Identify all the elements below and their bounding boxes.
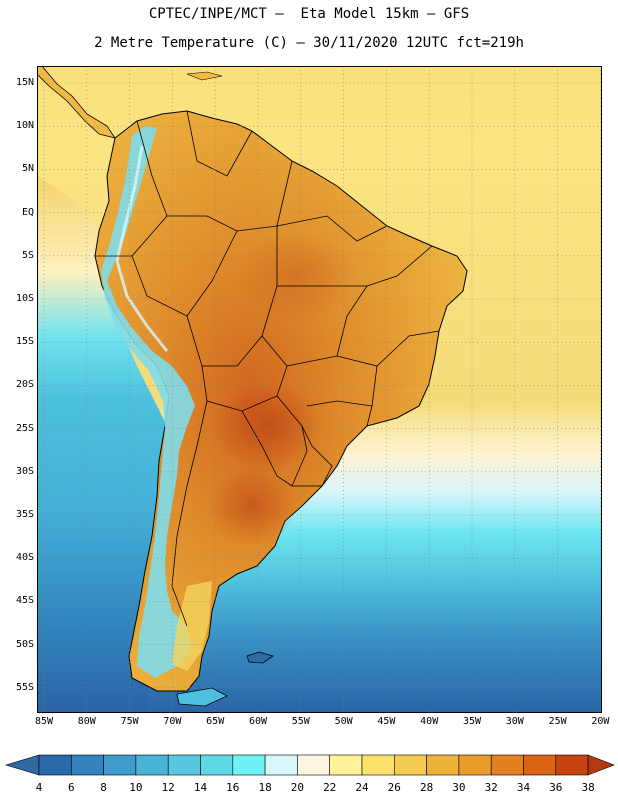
colorbar-swatch [555,754,589,776]
central-america [37,66,116,139]
colorbar-swatch [167,754,201,776]
heat-core-brazil [237,231,357,321]
colorbar-label: 28 [419,781,434,794]
lat-label: 20S [15,379,34,391]
tierra-del-fuego [176,687,228,707]
andes-cold-region [101,126,195,678]
border-paraguay [201,335,288,412]
lon-label: 25W [548,716,567,727]
lon-label: 35W [462,716,482,727]
colorbar-label: 16 [226,781,240,794]
colorbar-swatch [329,754,363,776]
lon-label: 85W [34,716,54,727]
lat-label: 10S [15,293,34,304]
country-boundaries [95,110,440,627]
colorbar-swatch [393,754,427,776]
color-scale-bar [4,754,615,776]
map-canvas [37,66,602,713]
colorbar-swatch [232,754,266,776]
colorbar-label: 26 [387,781,401,794]
colorbar-swatch [361,754,395,776]
border-colombia-west [136,120,168,217]
colorbar-swatch [523,754,557,776]
colorbar-label: 38 [581,781,595,794]
colorbar-swatch [490,754,524,776]
lon-label: 75W [120,716,139,727]
temperature-map [37,66,602,713]
colorbar-label: 10 [129,781,143,794]
lat-label: 15S [15,336,34,348]
map-frame [37,66,602,713]
lon-label: 40W [420,716,439,727]
map-subtitle: 2 Metre Temperature (C) – 30/11/2020 12U… [94,35,524,51]
lon-label: 65W [206,716,225,727]
colorbar-label: 14 [193,781,208,794]
colorbar-high-arrow [587,754,615,776]
lat-label: 50S [15,638,34,650]
lat-label: 5N [21,163,34,175]
colorbar-label: 4 [35,781,43,794]
brazil-state-north [276,215,388,242]
heat-core-paraguay [212,381,322,471]
colorbar-swatch [103,754,137,776]
lat-label: 5S [21,249,34,261]
colorbar-swatch [71,754,104,776]
lat-label: 40S [15,552,34,564]
colorbar-swatch [458,754,492,776]
colorbar-label: 12 [161,781,175,794]
colorbar-low-arrow [4,754,40,776]
lat-label: 35S [15,509,34,520]
lat-label: 10N [15,120,34,132]
heat-core-argentina [207,466,297,546]
lat-label: 15N [15,77,34,88]
colorbar-label: 24 [355,781,369,794]
lon-label: 55W [291,716,310,727]
andes-crest [115,145,169,352]
lat-label: 55S [15,681,34,693]
lon-label: 60W [248,716,268,727]
border-venezuela [186,110,253,177]
border-bolivia [186,226,278,367]
patagonia-fringe [172,581,212,671]
lon-label: 70W [163,716,182,727]
lat-label: 25S [15,422,34,434]
colorbar-label: 32 [484,781,498,794]
border-chile-argentina [171,400,208,627]
colorbar-label: 8 [100,781,107,794]
colorbar-label: 30 [452,781,466,794]
colorbar-swatch [135,754,169,776]
colorbar-swatch [264,754,298,776]
colorbar-label: 18 [258,781,272,794]
colorbar-label: 20 [290,781,305,794]
lat-label: 45S [15,595,34,607]
border-uruguay [292,425,333,487]
colorbar-swatch [200,754,234,776]
lat-label: 30S [15,465,34,477]
lon-label: 80W [77,716,96,727]
lon-label: 45W [377,716,396,727]
colorbar-label: 22 [323,781,337,794]
colorbar-label: 6 [67,781,75,794]
caribbean-islands [186,71,223,81]
colorbar-swatch [38,754,72,776]
lon-label: 50W [334,716,353,727]
colorbar-label: 34 [516,781,531,794]
lat-label: EQ [21,206,34,218]
colorbar-swatch [297,754,330,776]
brazil-state-south [306,400,373,407]
pacific-ocean [37,176,167,713]
map-title: CPTEC/INPE/MCT – Eta Model 15km – GFS [148,6,470,22]
falkland-islands [246,651,274,664]
lon-label: 20W [591,716,610,727]
colorbar-swatch [426,754,460,776]
colorbar-label: 36 [549,781,563,794]
lon-label: 30W [505,716,524,727]
